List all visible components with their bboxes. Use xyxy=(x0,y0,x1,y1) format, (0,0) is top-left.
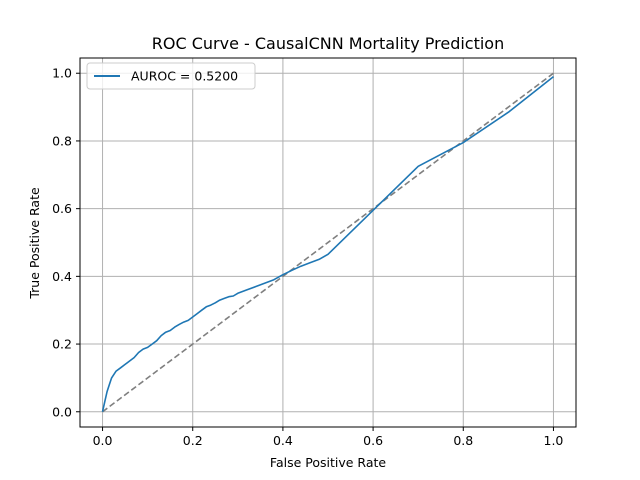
axis-ticks: 0.0 0.2 0.4 0.6 0.8 1.0 0.0 0.2 0.4 0.6 0.8 1.0 xyxy=(52,66,563,448)
x-tick-label: 0.6 xyxy=(363,433,383,448)
y-axis-label: True Positive Rate xyxy=(27,187,42,300)
grid xyxy=(80,58,576,427)
legend-label: AUROC = 0.5200 xyxy=(131,69,238,84)
series-lines xyxy=(101,72,554,413)
y-tick-label: 0.4 xyxy=(52,269,72,284)
x-tick-label: 1.0 xyxy=(544,433,564,448)
chart-title: ROC Curve - CausalCNN Mortality Predicti… xyxy=(152,34,504,53)
x-tick-label: 0.4 xyxy=(273,433,293,448)
y-tick-label: 1.0 xyxy=(52,66,72,81)
roc-curve-line xyxy=(101,75,554,412)
x-tick-label: 0.2 xyxy=(183,433,203,448)
chance-diagonal-line xyxy=(102,72,554,413)
legend: AUROC = 0.5200 xyxy=(86,62,256,90)
y-tick-label: 0.2 xyxy=(52,337,72,352)
legend-box xyxy=(86,62,256,90)
y-tick-label: 0.8 xyxy=(52,133,72,148)
x-tick-label: 0.0 xyxy=(93,433,113,448)
y-tick-label: 0.0 xyxy=(52,404,72,419)
y-tick-label: 0.6 xyxy=(52,201,72,216)
x-tick-label: 0.8 xyxy=(453,433,473,448)
plot-frame xyxy=(79,57,577,428)
x-axis-label: False Positive Rate xyxy=(270,455,386,470)
